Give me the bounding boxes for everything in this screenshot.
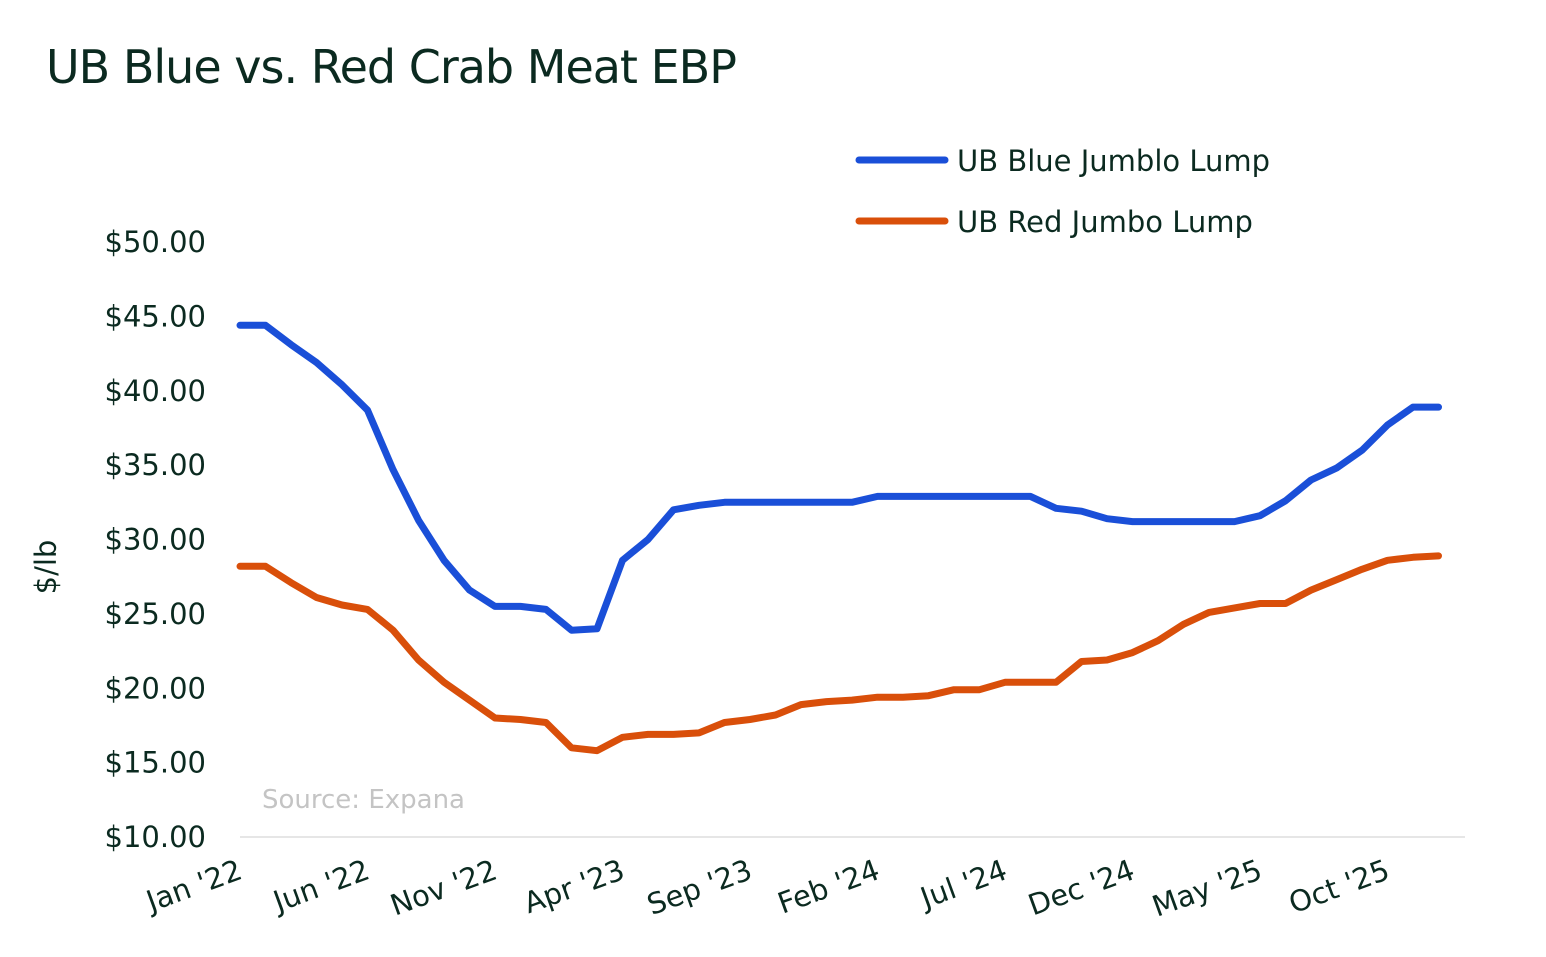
x-tick-label: Jun '22 [267,853,374,920]
source-annotation: Source: Expana [262,785,465,815]
chart-title: UB Blue vs. Red Crab Meat EBP [46,40,737,94]
x-tick-label: May '25 [1148,853,1267,924]
series-line-blue [236,321,1442,634]
y-tick-label: $35.00 [105,448,206,482]
x-axis-ticks: Jan '22 Jun '22 Nov '22 Apr '23 Sep '23 Feb '… [140,853,1394,924]
x-tick-label: Sep '23 [643,853,757,922]
legend-label: UB Blue Jumblo Lump [957,144,1270,178]
y-tick-label: $40.00 [105,374,206,408]
x-tick-label: Jan '22 [140,853,246,919]
x-tick-label: Nov '22 [386,853,502,923]
x-tick-label: Dec '24 [1024,853,1139,923]
y-tick-label: $30.00 [105,523,206,557]
y-axis-label: $/lb [29,540,63,595]
series-line-red [236,552,1442,755]
series-lines [236,321,1442,755]
y-tick-label: $45.00 [105,299,206,333]
x-tick-label: Jul '24 [914,853,1011,916]
y-tick-label: $25.00 [105,597,206,631]
x-tick-label: Apr '23 [519,853,629,921]
y-tick-label: $50.00 [105,225,206,259]
y-tick-label: $10.00 [105,820,206,854]
legend-label: UB Red Jumbo Lump [957,205,1253,239]
legend: UB Blue Jumblo Lump UB Red Jumbo Lump [855,144,1270,239]
x-tick-label: Feb '24 [773,853,884,921]
y-axis-ticks: $10.00 $15.00 $20.00 $25.00 $30.00 $35.00 $40.… [105,225,206,854]
y-tick-label: $20.00 [105,671,206,705]
y-tick-label: $15.00 [105,746,206,780]
x-tick-label: Oct '25 [1284,853,1394,921]
